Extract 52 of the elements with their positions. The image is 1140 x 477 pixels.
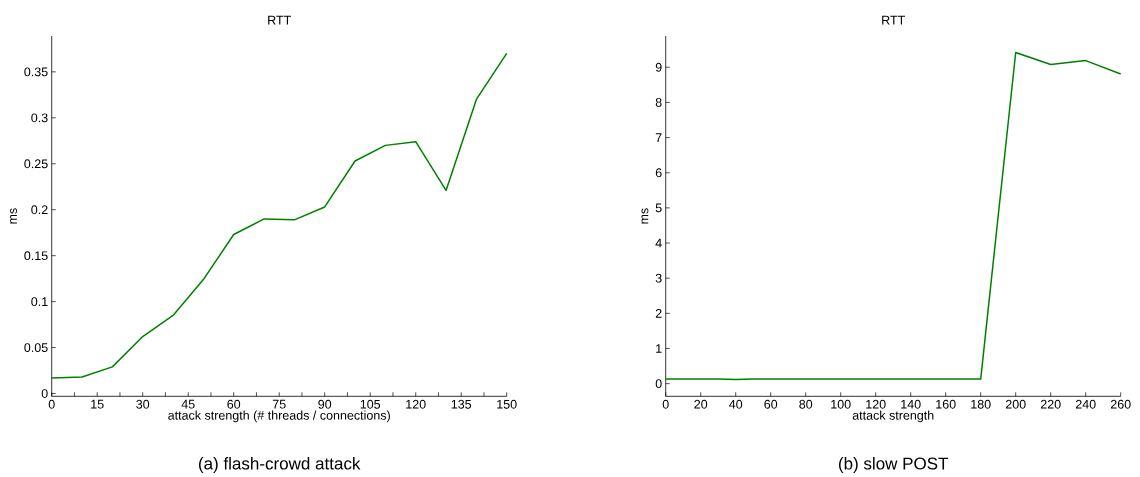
x-tick-label: 45 [181, 399, 195, 409]
x-tick-label: 200 [1005, 399, 1026, 409]
x-tick-label: 40 [729, 399, 743, 409]
x-tick-label: 60 [764, 399, 778, 409]
y-tick-label: 0 [655, 379, 662, 389]
x-tick-label: 105 [360, 399, 381, 409]
y-tick-label: 4 [655, 238, 662, 248]
y-tick-label: 9 [655, 62, 662, 72]
y-tick-label: 0.2 [31, 205, 48, 215]
x-tick-label: 20 [694, 399, 708, 409]
x-tick-label: 220 [1040, 399, 1061, 409]
y-tick-label: 5 [655, 203, 662, 213]
chart-title: RTT [882, 15, 905, 25]
y-tick-label: 0.1 [31, 297, 48, 307]
x-tick-label: 30 [136, 399, 150, 409]
text: (b) slow POST [839, 457, 949, 473]
x-tick-label: 140 [901, 399, 921, 409]
x-tick-label: 180 [971, 399, 991, 409]
y-tick-label: 0.25 [24, 159, 48, 169]
x-tick-label: 260 [1110, 399, 1131, 409]
y-tick-label: 7 [655, 133, 662, 142]
chart-title: RTT [268, 15, 291, 25]
x-tick-label: 120 [406, 399, 426, 409]
x-tick-label: 60 [227, 399, 241, 409]
x-tick-label: 240 [1075, 399, 1096, 409]
y-tick-label: 8 [655, 98, 662, 107]
x-tick-label: 90 [318, 399, 332, 409]
y-tick-label: 0.35 [24, 67, 48, 77]
y-tick-label: 2 [655, 308, 662, 318]
x-tick-label: 120 [866, 399, 886, 409]
y-axis-title: ms [641, 208, 649, 224]
y-tick-label: 0 [41, 389, 48, 398]
text: (a) flash-crowd attack [199, 457, 361, 473]
x-tick-label: 135 [451, 399, 472, 409]
x-axis-title: attack strength [852, 410, 934, 423]
y-tick-label: 1 [656, 344, 662, 353]
x-tick-label: 75 [272, 399, 286, 409]
x-tick-label: 0 [662, 399, 669, 409]
y-tick-label: 0.3 [31, 113, 48, 123]
y-tick-label: 6 [655, 168, 662, 178]
x-tick-label: 15 [91, 399, 104, 409]
x-tick-label: 150 [497, 399, 517, 409]
x-axis-title: attack strength (# threads / connections) [168, 410, 390, 423]
y-axis-title: ms [10, 208, 17, 224]
line-series [50, 52, 508, 379]
x-tick-label: 100 [831, 399, 851, 409]
y-tick-label: 0.15 [24, 251, 48, 261]
x-tick-label: 160 [936, 399, 956, 409]
x-tick-label: 80 [799, 399, 813, 409]
x-tick-label: 0 [48, 399, 55, 409]
y-tick-label: 3 [655, 273, 662, 283]
y-tick-label: 0.05 [24, 343, 48, 353]
